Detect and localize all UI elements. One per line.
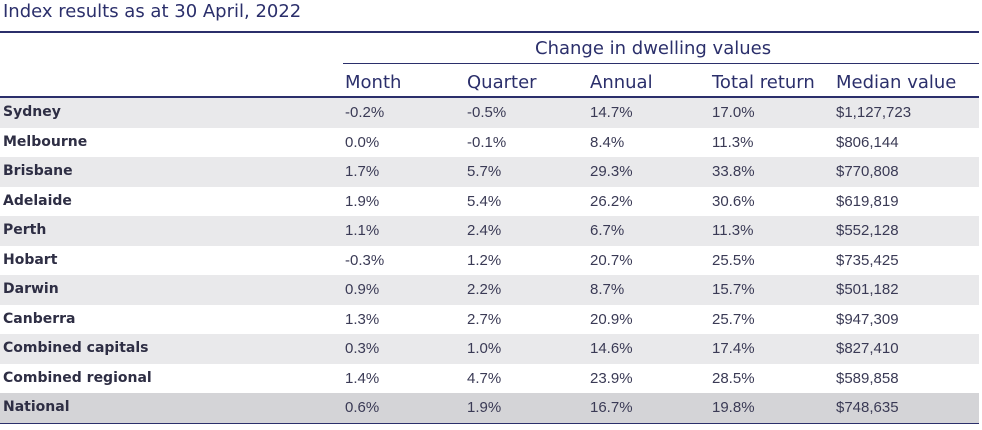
region-name: Melbourne	[3, 133, 88, 150]
total-return-value: 11.3%	[712, 222, 754, 239]
group-header-divider	[343, 63, 979, 64]
total-return-value: 17.0%	[712, 104, 755, 121]
annual-value: 16.7%	[590, 399, 633, 416]
total-return-value: 15.7%	[712, 281, 755, 298]
bottom-divider	[0, 423, 979, 424]
annual-value: 26.2%	[590, 192, 633, 210]
median-value: $589,858	[836, 369, 899, 387]
quarter-value: 5.7%	[467, 163, 502, 180]
annual-value: 23.9%	[590, 369, 633, 387]
quarter-value: -0.1%	[467, 133, 507, 151]
top-divider	[0, 31, 979, 33]
month-value: 1.1%	[345, 222, 380, 239]
table-body: Sydney -0.2% -0.5% 14.7% 17.0% $1,127,72…	[0, 98, 979, 423]
header-divider	[0, 96, 979, 98]
table-row: Adelaide 1.9% 5.4% 26.2% 30.6% $619,819	[0, 187, 979, 217]
column-header-quarter: Quarter	[467, 72, 537, 93]
total-return-value: 25.5%	[712, 251, 755, 269]
median-value: $552,128	[836, 222, 899, 239]
median-value: $827,410	[836, 340, 899, 357]
quarter-value: -0.5%	[467, 104, 507, 121]
quarter-value: 1.2%	[467, 251, 502, 269]
median-value: $619,819	[836, 192, 899, 210]
region-name: Darwin	[3, 281, 59, 297]
annual-value: 20.7%	[590, 251, 633, 269]
column-header-total-return: Total return	[712, 72, 815, 93]
column-header-month: Month	[345, 72, 402, 93]
median-value: $1,127,723	[836, 104, 912, 121]
column-header-annual: Annual	[590, 72, 653, 93]
annual-value: 29.3%	[590, 163, 633, 180]
group-header: Change in dwelling values	[535, 38, 772, 59]
table-row: Hobart -0.3% 1.2% 20.7% 25.5% $735,425	[0, 246, 979, 276]
annual-value: 14.6%	[590, 340, 633, 357]
annual-value: 6.7%	[590, 222, 625, 239]
month-value: 1.9%	[345, 192, 380, 210]
table-row: Combined regional 1.4% 4.7% 23.9% 28.5% …	[0, 364, 979, 394]
table-row: Canberra 1.3% 2.7% 20.9% 25.7% $947,309	[0, 305, 979, 335]
month-value: 1.7%	[345, 163, 380, 180]
region-name: Adelaide	[3, 192, 72, 209]
region-name: Brisbane	[3, 163, 73, 179]
region-name: Perth	[3, 222, 47, 238]
table-row-national: National 0.6% 1.9% 16.7% 19.8% $748,635	[0, 393, 979, 423]
month-value: 0.0%	[345, 133, 380, 151]
annual-value: 14.7%	[590, 104, 633, 121]
month-value: 0.3%	[345, 340, 380, 357]
annual-value: 8.4%	[590, 133, 625, 151]
total-return-value: 33.8%	[712, 163, 755, 180]
region-name: Combined regional	[3, 369, 152, 386]
total-return-value: 25.7%	[712, 310, 755, 328]
month-value: 1.4%	[345, 369, 380, 387]
median-value: $947,309	[836, 310, 899, 328]
table-row: Sydney -0.2% -0.5% 14.7% 17.0% $1,127,72…	[0, 98, 979, 128]
annual-value: 8.7%	[590, 281, 625, 298]
region-name: Hobart	[3, 251, 58, 268]
region-name: Combined capitals	[3, 340, 149, 356]
month-value: -0.3%	[345, 251, 385, 269]
annual-value: 20.9%	[590, 310, 633, 328]
total-return-value: 11.3%	[712, 133, 754, 151]
median-value: $806,144	[836, 133, 899, 151]
table-row: Melbourne 0.0% -0.1% 8.4% 11.3% $806,144	[0, 128, 979, 158]
month-value: 0.9%	[345, 281, 380, 298]
quarter-value: 5.4%	[467, 192, 502, 210]
column-header-median-value: Median value	[836, 72, 957, 93]
quarter-value: 1.0%	[467, 340, 502, 357]
quarter-value: 1.9%	[467, 399, 502, 416]
region-name: Sydney	[3, 104, 61, 120]
total-return-value: 19.8%	[712, 399, 755, 416]
median-value: $735,425	[836, 251, 899, 269]
median-value: $770,808	[836, 163, 899, 180]
region-name: Canberra	[3, 310, 76, 327]
month-value: 0.6%	[345, 399, 380, 416]
median-value: $748,635	[836, 399, 899, 416]
month-value: 1.3%	[345, 310, 380, 328]
quarter-value: 2.4%	[467, 222, 502, 239]
table-row: Brisbane 1.7% 5.7% 29.3% 33.8% $770,808	[0, 157, 979, 187]
quarter-value: 4.7%	[467, 369, 502, 387]
table-row: Darwin 0.9% 2.2% 8.7% 15.7% $501,182	[0, 275, 979, 305]
total-return-value: 17.4%	[712, 340, 755, 357]
region-name: National	[3, 399, 70, 415]
quarter-value: 2.2%	[467, 281, 502, 298]
total-return-value: 30.6%	[712, 192, 755, 210]
table-title: Index results as at 30 April, 2022	[3, 1, 302, 22]
month-value: -0.2%	[345, 104, 385, 121]
table-row: Combined capitals 0.3% 1.0% 14.6% 17.4% …	[0, 334, 979, 364]
total-return-value: 28.5%	[712, 369, 755, 387]
table-row: Perth 1.1% 2.4% 6.7% 11.3% $552,128	[0, 216, 979, 246]
quarter-value: 2.7%	[467, 310, 502, 328]
median-value: $501,182	[836, 281, 899, 298]
